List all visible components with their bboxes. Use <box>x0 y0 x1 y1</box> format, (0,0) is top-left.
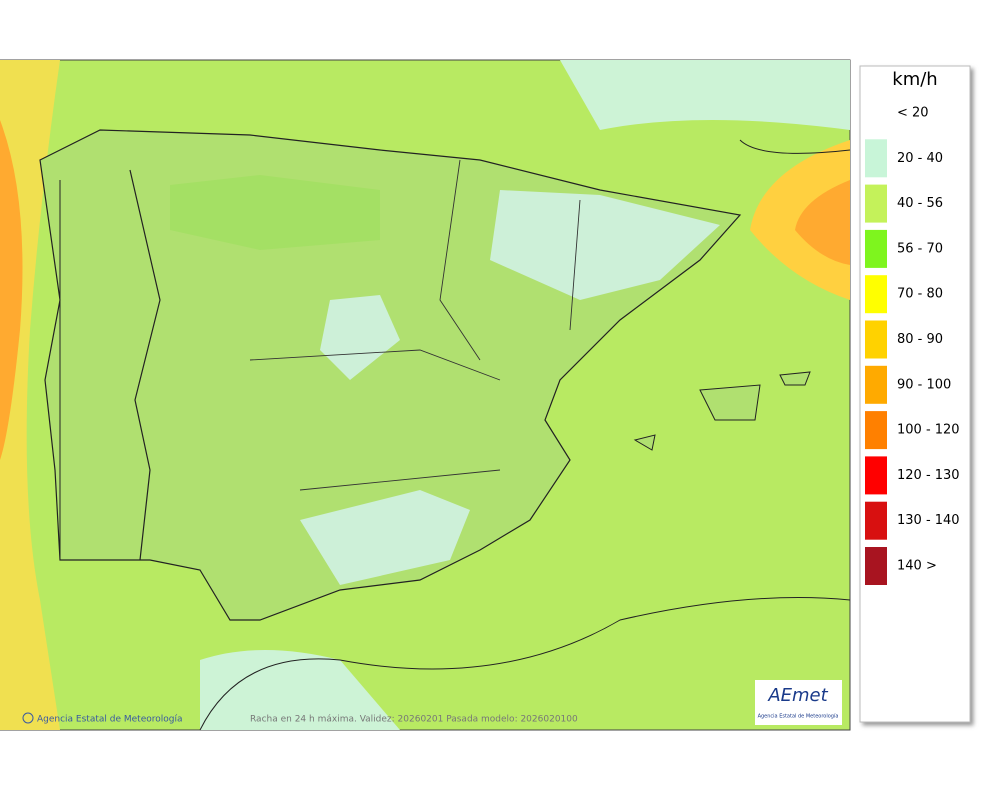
atlantic-strong <box>0 120 23 460</box>
africa-calm <box>200 650 400 730</box>
legend-label: 70 - 80 <box>897 287 943 302</box>
legend-label: 56 - 70 <box>897 241 943 256</box>
legend-unit: km/h <box>892 69 937 90</box>
legend-swatch <box>865 456 887 495</box>
spain-portugal-border <box>129 169 161 561</box>
legend-swatch <box>865 229 887 268</box>
legend-label: 130 - 140 <box>897 513 960 528</box>
france-coast <box>739 139 851 154</box>
copyright-icon <box>22 712 34 724</box>
legend-swatch <box>865 184 887 223</box>
legend-label: 90 - 100 <box>897 377 951 392</box>
menorca <box>779 371 811 386</box>
legend-swatch <box>865 547 887 585</box>
legend-swatch <box>865 365 887 404</box>
logo-subtitle: Agencia Estatal de Meteorología <box>758 713 839 720</box>
gulf-of-lion-strong <box>795 180 850 265</box>
north-plateau <box>170 175 380 250</box>
legend-label: 80 - 90 <box>897 332 943 347</box>
legend: km/h < 20 20 - 40 40 - 56 56 - 70 70 - 80 80 … <box>859 65 971 723</box>
africa-coast <box>199 597 851 731</box>
ibiza <box>633 434 656 451</box>
map: Agencia Estatal de Meteorología Racha en… <box>0 59 851 731</box>
legend-label: 140 > <box>897 559 937 574</box>
andalusia-calm <box>300 490 470 585</box>
legend-label: 40 - 56 <box>897 196 943 211</box>
logo-name: AEmet <box>767 685 828 706</box>
legend-swatch <box>865 275 887 314</box>
legend-label: 120 - 130 <box>897 468 960 483</box>
caption: Racha en 24 h máxima. Validez: 20260201 … <box>250 715 578 725</box>
france-calm <box>560 60 850 130</box>
madrid-calm <box>320 295 400 380</box>
ebro-calm <box>490 190 720 300</box>
mallorca <box>699 384 761 421</box>
region-borders <box>249 159 581 491</box>
logo-box <box>755 680 842 725</box>
legend-label: 100 - 120 <box>897 423 960 438</box>
legend-swatch <box>865 411 887 450</box>
legend-swatch <box>865 139 887 178</box>
credit: Agencia Estatal de Meteorología <box>37 715 183 725</box>
legend-swatch <box>865 320 887 359</box>
legend-label: 20 - 40 <box>897 151 943 166</box>
legend-label: < 20 <box>897 106 929 121</box>
legend-swatch <box>865 501 887 540</box>
